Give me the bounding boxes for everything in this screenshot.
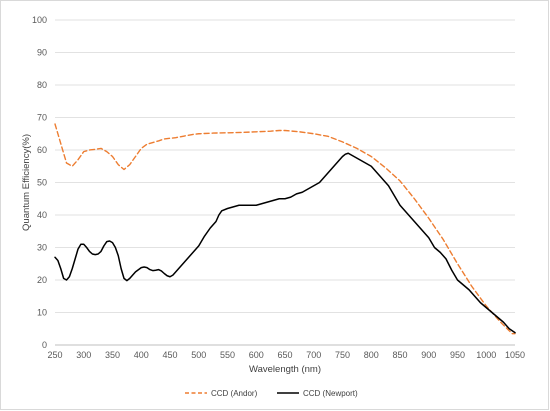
x-tick-label: 450 [162,350,177,360]
y-tick-label: 20 [37,275,47,285]
x-tick-label: 350 [105,350,120,360]
x-tick-label: 900 [421,350,436,360]
x-tick-label: 600 [249,350,264,360]
series-line-ccd-andor [54,123,516,335]
legend: CCD (Andor) CCD (Newport) [185,389,358,398]
x-axis-title: Wavelength (nm) [249,364,321,375]
legend-label-ccd-andor: CCD (Andor) [211,389,258,398]
x-tick-label: 800 [364,350,379,360]
y-tick-label: 100 [32,15,47,25]
y-tick-label: 30 [37,243,47,253]
y-tick-label: 40 [37,210,47,220]
y-tick-label: 50 [37,178,47,188]
x-tick-label: 700 [306,350,321,360]
y-tick-label: 90 [37,48,47,58]
y-axis-title: Quantum Efficiency(%) [21,134,32,231]
gridlines [55,19,515,313]
series-lines [54,123,516,335]
x-tick-label: 550 [220,350,235,360]
axes: 0 10 20 30 40 50 60 70 80 90 100 250 300 350 400 450 500… [32,15,525,360]
x-tick-label: 850 [392,350,407,360]
y-tick-label: 80 [37,80,47,90]
x-tick-label: 950 [450,350,465,360]
x-tick-label: 300 [76,350,91,360]
x-tick-label: 650 [277,350,292,360]
series-line-ccd-newport [54,152,516,334]
y-tick-label: 0 [42,340,47,350]
legend-label-ccd-newport: CCD (Newport) [303,389,358,398]
x-tick-label: 500 [191,350,206,360]
x-tick-label: 400 [134,350,149,360]
y-tick-label: 10 [37,308,47,318]
y-tick-label: 60 [37,145,47,155]
x-tick-label: 1050 [505,350,525,360]
x-tick-label: 1000 [476,350,496,360]
x-tick-label: 250 [47,350,62,360]
x-tick-label: 750 [335,350,350,360]
y-tick-label: 70 [37,113,47,123]
